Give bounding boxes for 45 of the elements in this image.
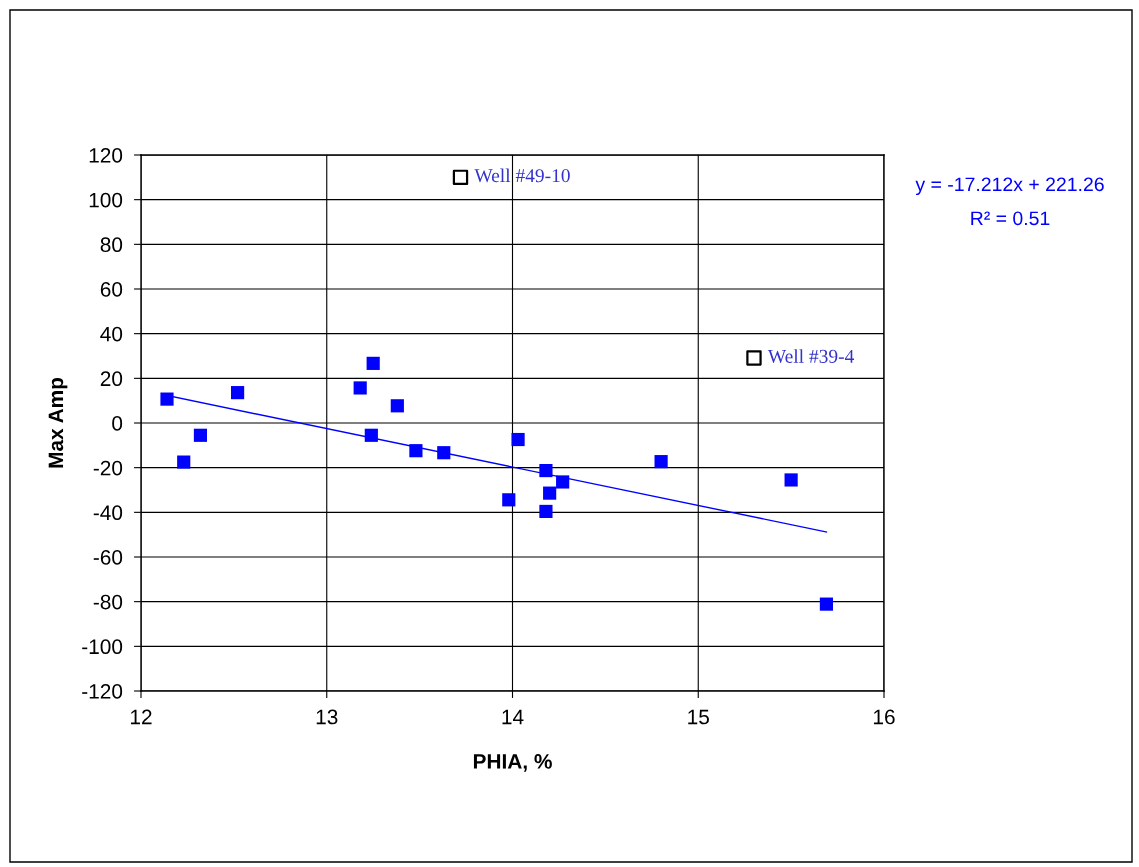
point xyxy=(784,473,798,487)
y-tick-label: 120 xyxy=(89,148,123,163)
text: y = -17.212x + 221.26 xyxy=(915,177,1104,196)
y-tick-label: -120 xyxy=(82,684,123,699)
y-axis-title: Max Amp xyxy=(48,377,68,468)
y-tick-label: 20 xyxy=(100,371,123,387)
point xyxy=(539,463,553,478)
y-tick-label: -20 xyxy=(93,460,123,476)
point xyxy=(539,504,553,519)
point xyxy=(746,350,762,366)
point xyxy=(390,399,404,413)
point xyxy=(177,455,191,469)
point xyxy=(409,444,423,458)
point xyxy=(452,169,469,186)
point xyxy=(511,432,525,447)
point xyxy=(437,446,451,460)
point xyxy=(353,381,367,395)
point xyxy=(160,392,174,406)
point xyxy=(366,356,380,370)
point xyxy=(556,475,570,489)
y-tick-label: 0 xyxy=(112,416,123,431)
point xyxy=(364,428,378,442)
y-tick-label: -60 xyxy=(93,550,123,565)
y-tick-label: -80 xyxy=(93,594,123,610)
x-tick-label: 15 xyxy=(688,709,709,725)
x-tick-label: 12 xyxy=(131,709,152,725)
point xyxy=(654,455,668,469)
x-tick-label: 16 xyxy=(874,709,895,725)
annotation: Well #39-4 xyxy=(767,349,855,363)
point xyxy=(502,493,516,507)
x-tick-label: 13 xyxy=(316,709,338,725)
y-tick-label: 100 xyxy=(89,192,123,208)
y-tick-label: 80 xyxy=(100,237,123,253)
y-tick-label: 40 xyxy=(100,326,123,342)
annotation: Well #49-10 xyxy=(474,168,570,183)
point xyxy=(193,428,208,442)
y-tick-label: 60 xyxy=(100,282,123,297)
x-tick-label: 14 xyxy=(502,709,524,725)
x-axis-title: PHIA, % xyxy=(473,754,552,772)
text: R² = 0.51 xyxy=(971,211,1050,226)
y-tick-label: -40 xyxy=(93,505,123,521)
y-tick-label: -100 xyxy=(82,639,123,655)
point xyxy=(819,597,834,611)
point xyxy=(543,486,557,500)
point xyxy=(231,386,245,400)
